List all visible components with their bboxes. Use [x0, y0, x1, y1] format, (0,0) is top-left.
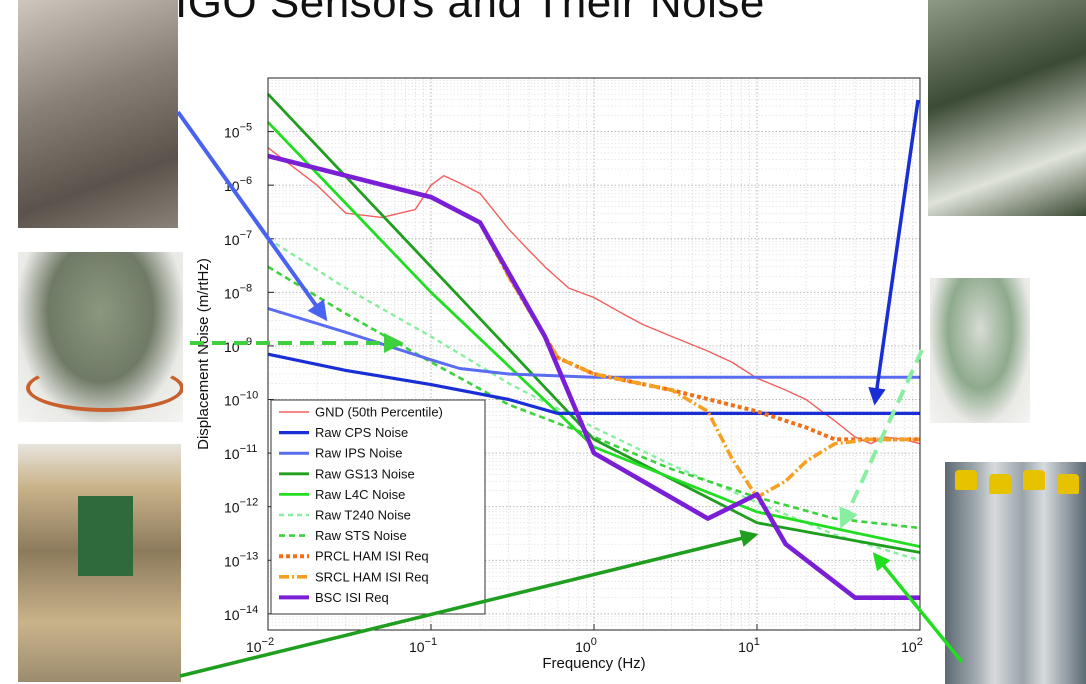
- legend-label: Raw GS13 Noise: [315, 466, 415, 481]
- series-line-3: [266, 93, 921, 554]
- series-line-4: [266, 121, 921, 548]
- y-tick-label: 10−10: [224, 390, 258, 409]
- photo-sts-seismometer-dome: [18, 252, 183, 422]
- legend-label: Raw T240 Noise: [315, 508, 411, 523]
- legend-label: SRCL HAM ISI Req: [315, 569, 429, 584]
- series-line-9: [267, 153, 920, 601]
- y-tick-label: 10−7: [224, 229, 252, 248]
- x-tick-label: 10−2: [246, 636, 274, 655]
- series-line-7: [478, 221, 920, 442]
- annotation-arrow: [179, 529, 759, 678]
- x-tick-label: 100: [575, 636, 597, 655]
- legend-label: Raw CPS Noise: [315, 425, 408, 440]
- circuit-board: [78, 496, 133, 576]
- series-line-6: [267, 265, 921, 530]
- x-axis-label: Frequency (Hz): [542, 655, 645, 672]
- photo-l4c-geophones: [945, 462, 1086, 684]
- slide-title: LIGO Sensors and Their Noise: [150, 0, 765, 27]
- legend-label: PRCL HAM ISI Req: [315, 549, 429, 564]
- legend-label: BSC ISI Req: [315, 590, 389, 605]
- y-tick-label: 10−11: [224, 443, 257, 462]
- legend-label: Raw L4C Noise: [315, 487, 405, 502]
- series-line-1: [267, 352, 920, 415]
- annotation-arrow: [868, 99, 920, 406]
- photo-gs13-seismometer: [18, 0, 178, 228]
- orange-cable: [26, 364, 183, 412]
- y-tick-label: 10−14: [224, 604, 258, 623]
- y-tick-label: 10−5: [224, 122, 252, 141]
- legend-label: Raw IPS Noise: [315, 446, 402, 461]
- yellow-cap: [989, 474, 1011, 494]
- y-tick-label: 10−13: [224, 550, 258, 569]
- x-tick-label: 101: [738, 636, 760, 655]
- annotation-arrow: [839, 349, 924, 529]
- legend-label: Raw STS Noise: [315, 528, 407, 543]
- legend-label: GND (50th Percentile): [315, 405, 443, 420]
- annotation-arrow: [872, 552, 964, 664]
- photo-t240-dome: [930, 278, 1030, 423]
- photo-t240-stack: [928, 0, 1086, 216]
- x-tick-label: 102: [901, 636, 923, 655]
- yellow-cap: [1057, 474, 1079, 494]
- yellow-cap: [1023, 470, 1045, 490]
- y-axis-label: Displacement Noise (m/rtHz): [195, 258, 212, 450]
- y-tick-label: 10−12: [224, 497, 258, 516]
- y-tick-label: 10−9: [224, 336, 252, 355]
- yellow-cap: [955, 470, 977, 490]
- series-line-2: [267, 307, 920, 379]
- y-tick-label: 10−8: [224, 282, 252, 301]
- x-tick-label: 10−1: [409, 636, 437, 655]
- series-line-0: [267, 147, 921, 445]
- annotation-arrow: [176, 110, 328, 322]
- photo-cps-electronics: [18, 444, 181, 682]
